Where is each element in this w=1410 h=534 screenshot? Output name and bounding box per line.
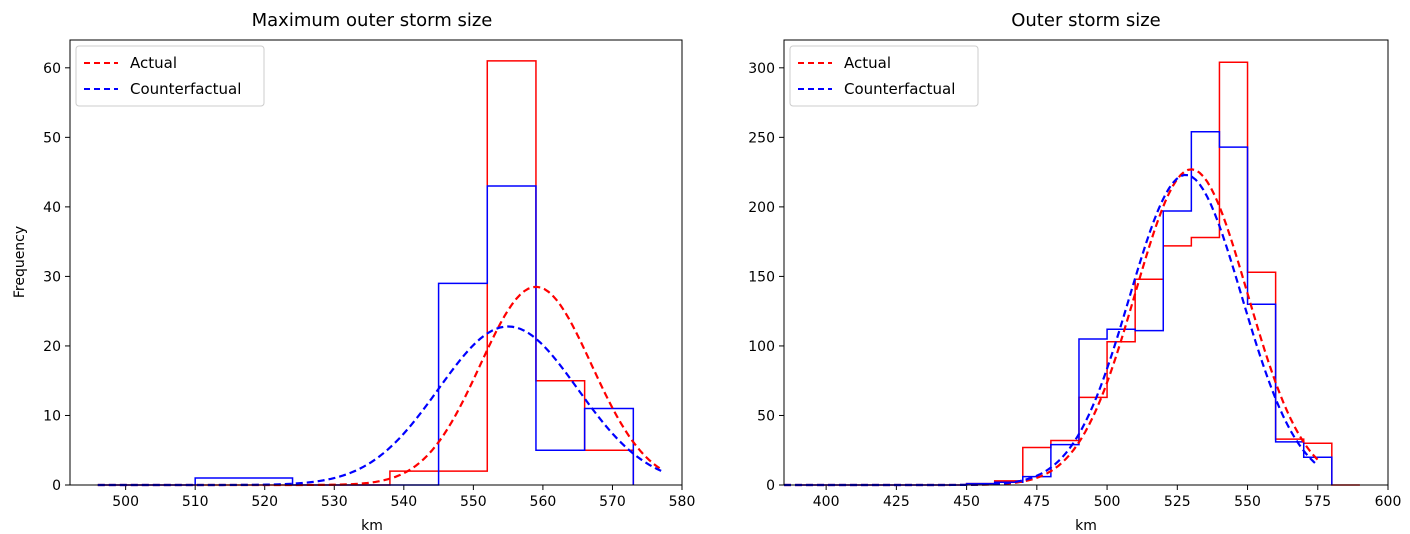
chart-title: Outer storm size [1011, 10, 1161, 31]
x-tick-label: 500 [112, 494, 139, 510]
y-tick-label: 40 [43, 200, 61, 216]
x-tick-label: 425 [883, 494, 910, 510]
x-tick-label: 400 [813, 494, 840, 510]
y-tick-label: 0 [766, 478, 775, 494]
plot-area: 400 425 450 475 500 525 550 575 600 0 50 100 150 200 2… [748, 61, 1401, 510]
x-tick-label: 525 [1164, 494, 1191, 510]
x-tick-label: 570 [599, 494, 626, 510]
x-tick-label: 550 [460, 494, 487, 510]
x-tick-label: 520 [251, 494, 278, 510]
plot-area: 500 510 520 530 540 550 560 570 580 0 10 20 30 40 50 60 [43, 60, 696, 510]
y-tick-label: 200 [748, 200, 775, 216]
fit-curve-counterfactual [97, 325, 662, 487]
chart-outer-storm-size: Outer storm size km 400 425 450 475 500 525 55… [748, 10, 1401, 534]
y-tick-label: 60 [43, 61, 61, 77]
x-tick-label: 500 [1094, 494, 1121, 510]
legend: Actual Counterfactual [75, 45, 265, 107]
histogram-counterfactual [97, 185, 635, 486]
x-tick-label: 560 [530, 494, 557, 510]
y-tick-label: 250 [748, 130, 775, 146]
x-tick-label: 575 [1304, 494, 1331, 510]
legend-box [789, 45, 979, 107]
y-tick-label: 100 [748, 339, 775, 355]
x-tick-label: 530 [321, 494, 348, 510]
legend: Actual Counterfactual [789, 45, 979, 107]
legend-label-counterfactual: Counterfactual [844, 80, 955, 98]
y-axis-label: Frequency [12, 226, 28, 298]
chart-max-outer-storm-size: Maximum outer storm size km Frequency 50… [12, 10, 695, 534]
x-tick-label: 600 [1375, 494, 1402, 510]
y-tick-label: 0 [52, 478, 61, 494]
x-tick-label: 475 [1023, 494, 1050, 510]
legend-label-counterfactual: Counterfactual [130, 80, 241, 98]
y-tick-label: 150 [748, 269, 775, 285]
x-tick-label: 450 [953, 494, 980, 510]
x-tick-label: 510 [182, 494, 209, 510]
legend-box [75, 45, 265, 107]
x-tick-label: 550 [1234, 494, 1261, 510]
y-tick-label: 10 [43, 408, 61, 424]
y-tick-label: 300 [748, 61, 775, 77]
histogram-actual [97, 60, 635, 486]
axes-frame [69, 39, 683, 486]
y-tick-label: 30 [43, 269, 61, 285]
x-tick-label: 580 [669, 494, 696, 510]
legend-label-actual: Actual [130, 54, 177, 72]
fit-curve-actual [784, 168, 1319, 487]
legend-label-actual: Actual [844, 54, 891, 72]
y-tick-label: 50 [43, 130, 61, 146]
y-tick-label: 20 [43, 339, 61, 355]
chart-title: Maximum outer storm size [252, 10, 493, 31]
y-tick-label: 50 [757, 408, 775, 424]
axes-frame [783, 39, 1389, 486]
x-axis-label: km [1075, 518, 1097, 534]
x-axis-label: km [361, 518, 383, 534]
fit-curve-counterfactual [784, 173, 1319, 487]
x-tick-label: 540 [390, 494, 417, 510]
